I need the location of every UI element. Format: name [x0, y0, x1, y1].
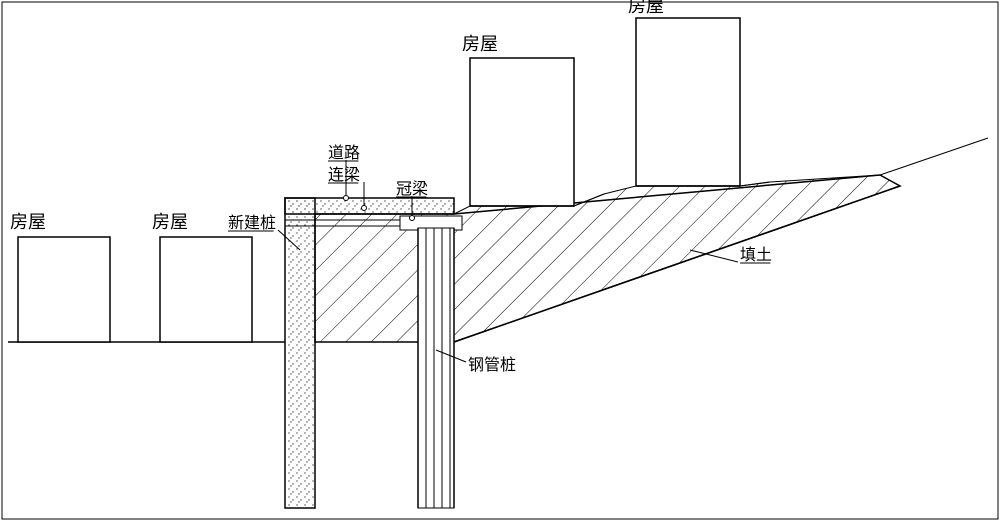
- cap_beam-label: 冠梁: [396, 180, 428, 198]
- house-label: 房屋: [10, 212, 46, 232]
- link_beam-label: 连梁: [328, 166, 360, 184]
- new_pile-label: 新建桩: [228, 214, 276, 232]
- house-label: 房屋: [152, 212, 188, 232]
- road-label: 道路: [328, 144, 360, 162]
- steel-pipe-pile-label: 钢管桩: [468, 356, 516, 374]
- house-label: 房屋: [462, 34, 498, 54]
- house-label: 房屋: [628, 0, 664, 16]
- fill-label: 填土: [740, 246, 772, 264]
- diagram-canvas: 房屋房屋房屋房屋道路连梁冠梁新建桩填土钢管桩: [0, 0, 1000, 521]
